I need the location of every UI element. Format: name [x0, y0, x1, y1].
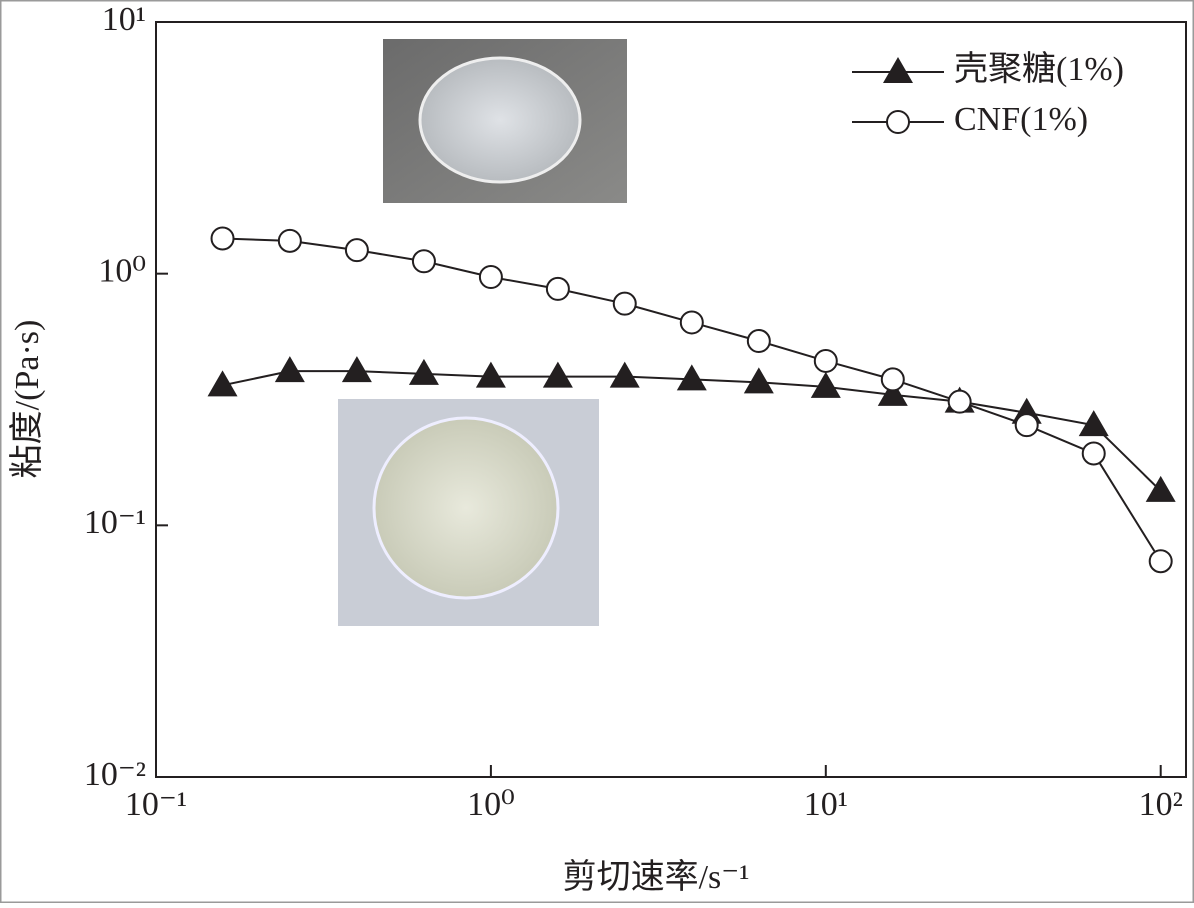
dish — [372, 416, 560, 600]
data-point — [813, 348, 838, 373]
y-axis-label: 粘度/(Pa·s) — [8, 320, 46, 479]
legend-label: 壳聚糖(1%) — [954, 50, 1124, 88]
y-tick-label: 10¹ — [102, 1, 146, 38]
data-point — [1081, 441, 1106, 466]
data-point — [679, 310, 704, 335]
data-point — [810, 371, 841, 398]
y-tick-label: 10⁻² — [84, 756, 146, 793]
data-point — [277, 228, 302, 253]
data-point — [478, 264, 503, 289]
x-tick-label: 10¹ — [804, 786, 848, 823]
data-point — [274, 356, 305, 383]
data-point — [746, 329, 771, 354]
legend-label: CNF(1%) — [954, 101, 1088, 138]
x-tick-label: 10⁻¹ — [125, 786, 187, 823]
data-point — [676, 364, 707, 391]
data-point — [210, 226, 235, 251]
data-point — [408, 358, 439, 385]
x-axis-label: 剪切速率/s⁻¹ — [563, 858, 750, 896]
data-point — [612, 291, 637, 316]
x-tick-label: 10² — [1139, 786, 1183, 823]
dish — [418, 56, 582, 184]
data-point — [545, 276, 570, 301]
data-point — [1014, 413, 1039, 438]
legend-marker — [886, 110, 910, 134]
plot-frame — [155, 21, 1187, 778]
data-point — [609, 361, 640, 388]
y-tick-label: 10⁻¹ — [84, 504, 146, 541]
data-point — [411, 249, 436, 274]
data-point — [1145, 475, 1176, 502]
data-point — [1148, 549, 1173, 574]
data-point — [207, 370, 238, 397]
y-tick-label: 10⁰ — [98, 252, 146, 289]
data-point — [877, 379, 908, 406]
data-point — [880, 367, 905, 392]
x-tick-label: 10⁰ — [467, 786, 515, 823]
data-point — [341, 356, 372, 383]
data-point — [475, 361, 506, 388]
data-point — [947, 389, 972, 414]
data-point — [1078, 410, 1109, 437]
data-point — [743, 367, 774, 394]
data-point — [542, 361, 573, 388]
data-point — [344, 238, 369, 263]
legend-marker — [883, 57, 913, 83]
